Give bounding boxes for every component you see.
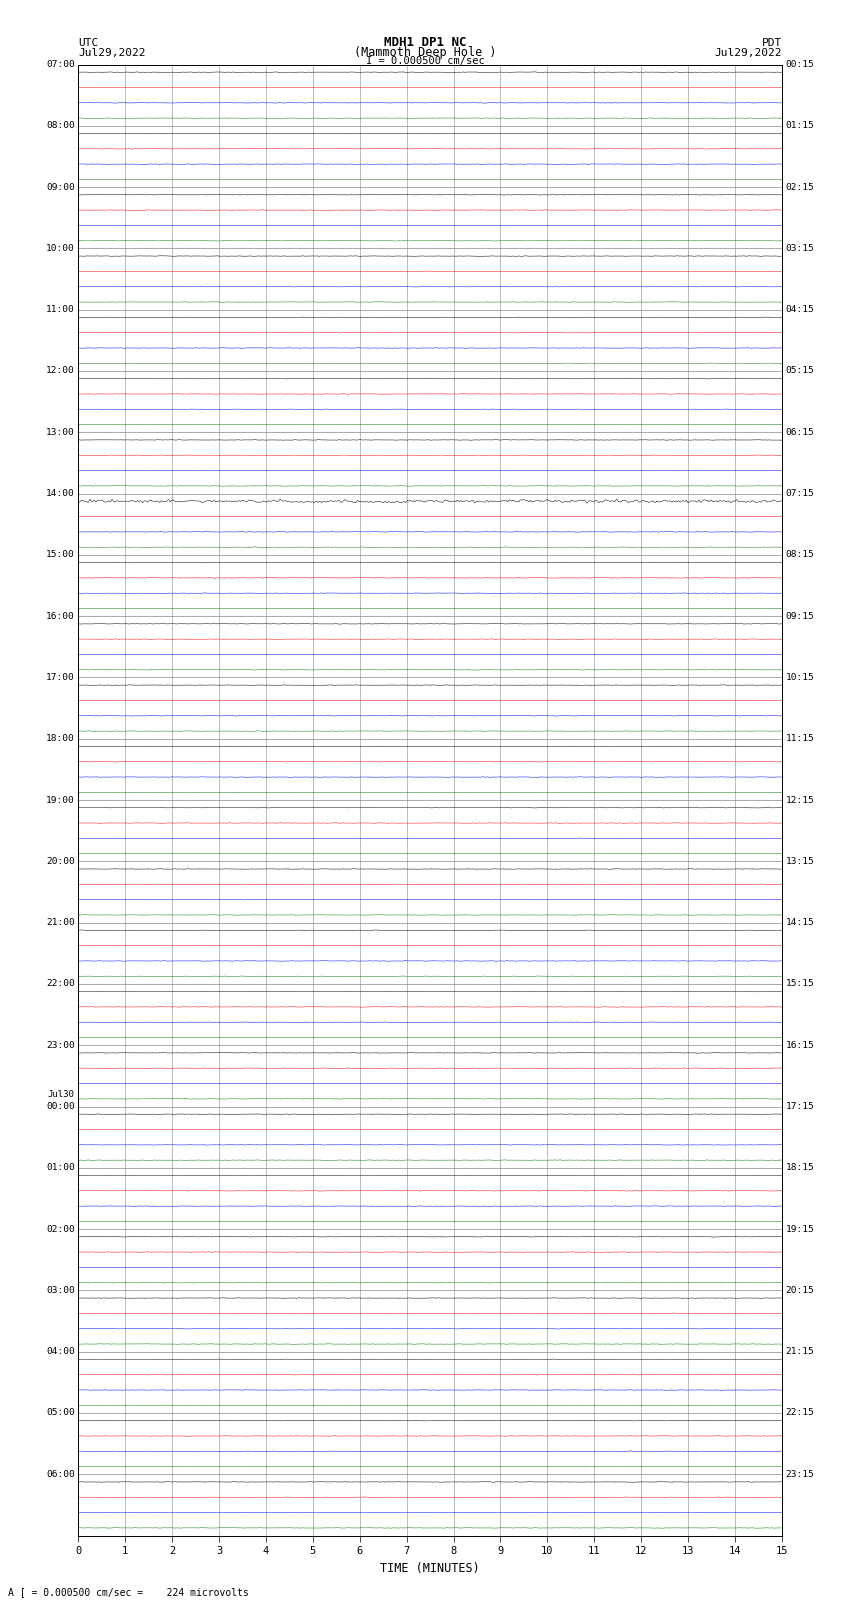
Text: Jul29,2022: Jul29,2022 [78, 47, 145, 58]
Text: 00:15: 00:15 [785, 60, 814, 69]
Text: 16:15: 16:15 [785, 1040, 814, 1050]
Text: 09:00: 09:00 [46, 182, 75, 192]
Text: 01:00: 01:00 [46, 1163, 75, 1173]
Text: 09:15: 09:15 [785, 611, 814, 621]
Text: UTC: UTC [78, 37, 99, 48]
Text: I = 0.000500 cm/sec: I = 0.000500 cm/sec [366, 56, 484, 66]
Text: Jul30: Jul30 [48, 1090, 75, 1098]
Text: 12:00: 12:00 [46, 366, 75, 376]
Text: 13:00: 13:00 [46, 427, 75, 437]
Text: 22:00: 22:00 [46, 979, 75, 989]
Text: 18:00: 18:00 [46, 734, 75, 744]
Text: 02:00: 02:00 [46, 1224, 75, 1234]
Text: 06:00: 06:00 [46, 1469, 75, 1479]
Text: 06:15: 06:15 [785, 427, 814, 437]
Text: 04:15: 04:15 [785, 305, 814, 315]
Text: 12:15: 12:15 [785, 795, 814, 805]
Text: 01:15: 01:15 [785, 121, 814, 131]
Text: 19:15: 19:15 [785, 1224, 814, 1234]
Text: 07:00: 07:00 [46, 60, 75, 69]
Text: 13:15: 13:15 [785, 857, 814, 866]
Text: 21:00: 21:00 [46, 918, 75, 927]
Text: 20:00: 20:00 [46, 857, 75, 866]
Text: 20:15: 20:15 [785, 1286, 814, 1295]
Text: 17:15: 17:15 [785, 1102, 814, 1111]
Text: 18:15: 18:15 [785, 1163, 814, 1173]
Text: 11:00: 11:00 [46, 305, 75, 315]
Text: 11:15: 11:15 [785, 734, 814, 744]
Text: 03:15: 03:15 [785, 244, 814, 253]
Text: 23:00: 23:00 [46, 1040, 75, 1050]
Text: 15:15: 15:15 [785, 979, 814, 989]
Text: 02:15: 02:15 [785, 182, 814, 192]
Text: (Mammoth Deep Hole ): (Mammoth Deep Hole ) [354, 45, 496, 60]
X-axis label: TIME (MINUTES): TIME (MINUTES) [380, 1561, 480, 1574]
Text: 23:15: 23:15 [785, 1469, 814, 1479]
Text: MDH1 DP1 NC: MDH1 DP1 NC [383, 37, 467, 50]
Text: PDT: PDT [762, 37, 782, 48]
Text: 14:00: 14:00 [46, 489, 75, 498]
Text: 08:00: 08:00 [46, 121, 75, 131]
Text: 08:15: 08:15 [785, 550, 814, 560]
Text: 05:00: 05:00 [46, 1408, 75, 1418]
Text: 00:00: 00:00 [46, 1102, 75, 1111]
Text: 03:00: 03:00 [46, 1286, 75, 1295]
Text: 04:00: 04:00 [46, 1347, 75, 1357]
Text: 14:15: 14:15 [785, 918, 814, 927]
Text: 17:00: 17:00 [46, 673, 75, 682]
Text: A [ = 0.000500 cm/sec =    224 microvolts: A [ = 0.000500 cm/sec = 224 microvolts [8, 1587, 249, 1597]
Text: 21:15: 21:15 [785, 1347, 814, 1357]
Text: 19:00: 19:00 [46, 795, 75, 805]
Text: 10:00: 10:00 [46, 244, 75, 253]
Text: 16:00: 16:00 [46, 611, 75, 621]
Text: 15:00: 15:00 [46, 550, 75, 560]
Text: 22:15: 22:15 [785, 1408, 814, 1418]
Text: 10:15: 10:15 [785, 673, 814, 682]
Text: 05:15: 05:15 [785, 366, 814, 376]
Text: 07:15: 07:15 [785, 489, 814, 498]
Text: Jul29,2022: Jul29,2022 [715, 47, 782, 58]
